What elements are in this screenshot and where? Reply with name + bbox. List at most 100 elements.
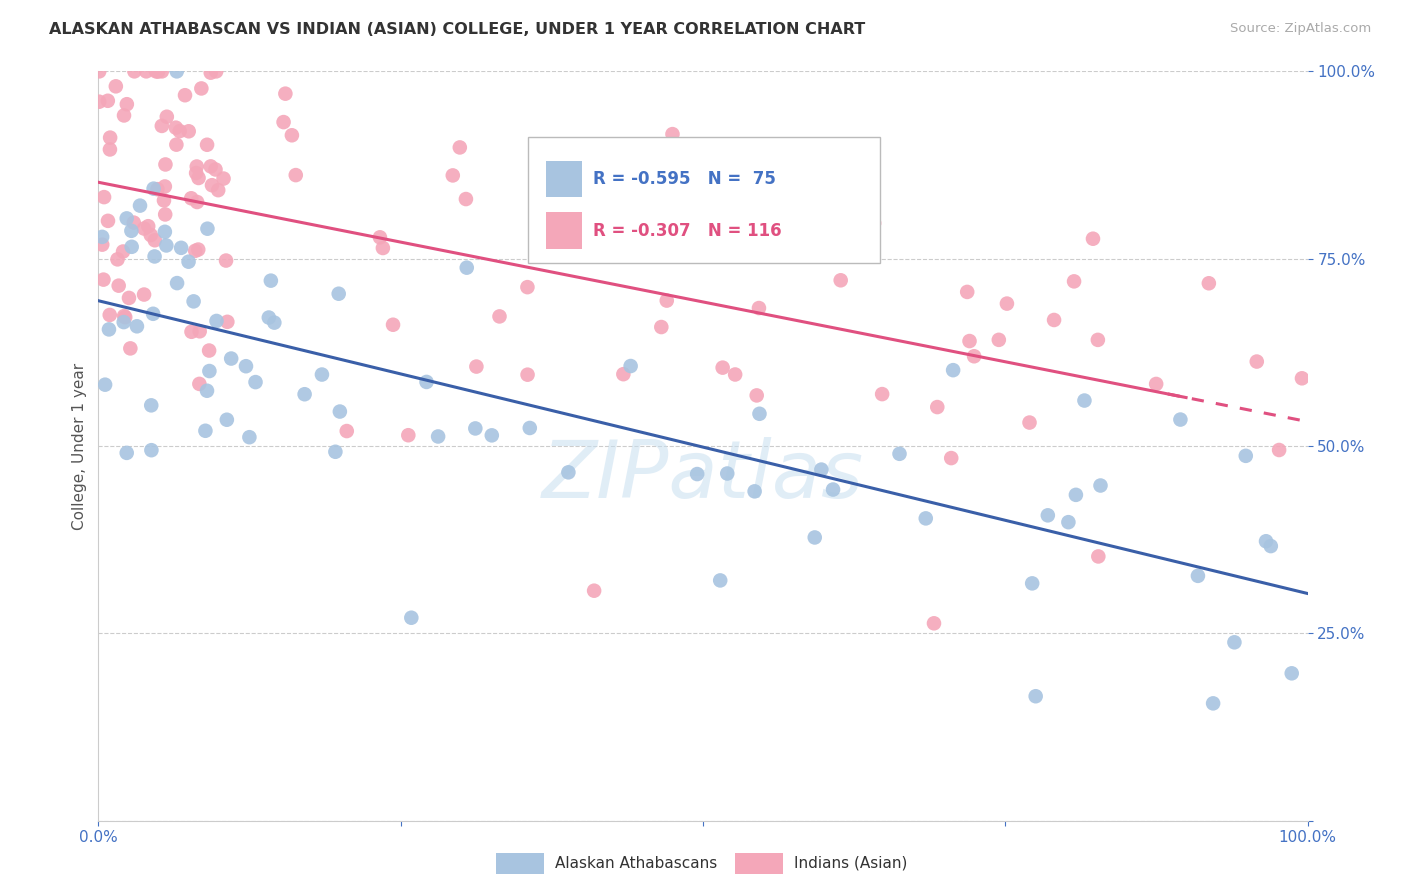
Point	[194, 424, 217, 438]
Point	[454, 192, 477, 206]
Point	[121, 240, 143, 254]
Point	[1090, 478, 1112, 492]
Point	[169, 124, 191, 138]
Point	[200, 160, 222, 174]
Point	[200, 65, 222, 79]
Point	[686, 467, 709, 481]
Point	[145, 64, 167, 78]
Point	[263, 316, 285, 330]
Point	[257, 310, 280, 325]
Point	[803, 531, 825, 545]
Point	[201, 178, 224, 193]
Point	[207, 183, 229, 197]
Point	[260, 274, 283, 288]
Point	[212, 171, 235, 186]
Point	[198, 364, 221, 378]
Point	[612, 367, 634, 381]
Point	[1223, 635, 1246, 649]
Point	[197, 221, 219, 235]
Point	[1087, 333, 1109, 347]
Point	[188, 324, 211, 338]
Text: Alaskan Athabascans: Alaskan Athabascans	[555, 856, 717, 871]
Point	[187, 171, 209, 186]
Point	[141, 443, 163, 458]
Point	[93, 272, 115, 286]
Point	[396, 428, 419, 442]
Point	[122, 216, 145, 230]
Point	[481, 428, 503, 442]
Point	[889, 447, 911, 461]
Point	[716, 467, 738, 481]
Point	[188, 376, 211, 391]
Text: ALASKAN ATHABASCAN VS INDIAN (ASIAN) COLLEGE, UNDER 1 YEAR CORRELATION CHART: ALASKAN ATHABASCAN VS INDIAN (ASIAN) COL…	[49, 22, 866, 37]
Point	[217, 315, 239, 329]
Point	[1057, 515, 1080, 529]
Point	[146, 64, 169, 78]
Point	[215, 253, 238, 268]
Point	[441, 169, 464, 183]
Point	[465, 359, 488, 374]
Point	[142, 181, 165, 195]
Point	[98, 143, 121, 157]
Point	[1198, 277, 1220, 291]
Point	[449, 140, 471, 154]
Point	[870, 387, 893, 401]
Point	[205, 314, 228, 328]
Point	[136, 219, 159, 234]
Text: R = -0.307   N = 116: R = -0.307 N = 116	[593, 221, 782, 240]
Point	[143, 233, 166, 247]
Point	[97, 322, 120, 336]
Point	[146, 64, 169, 78]
Text: R = -0.595   N =  75: R = -0.595 N = 75	[593, 170, 776, 188]
Point	[198, 343, 221, 358]
Point	[810, 462, 832, 476]
Point	[94, 377, 117, 392]
Point	[238, 430, 260, 444]
Point	[112, 315, 135, 329]
Point	[294, 387, 316, 401]
Point	[583, 583, 606, 598]
Point	[1021, 576, 1043, 591]
Point	[143, 249, 166, 263]
Point	[273, 115, 295, 129]
Point	[1281, 666, 1303, 681]
Point	[748, 407, 770, 421]
Point	[427, 429, 450, 443]
Point	[104, 79, 127, 94]
Point	[114, 310, 136, 325]
Point	[118, 291, 141, 305]
Point	[186, 194, 208, 209]
Point	[311, 368, 333, 382]
Point	[120, 342, 142, 356]
Point	[195, 384, 218, 398]
Point	[89, 95, 111, 109]
Point	[235, 359, 257, 374]
Point	[219, 351, 242, 366]
Point	[190, 81, 212, 95]
Point	[205, 64, 228, 78]
Point	[177, 124, 200, 138]
Point	[98, 130, 121, 145]
Point	[97, 94, 120, 108]
Point	[1260, 539, 1282, 553]
Point	[142, 307, 165, 321]
Point	[1234, 449, 1257, 463]
Point	[1246, 354, 1268, 368]
Point	[620, 359, 643, 373]
Point	[115, 446, 138, 460]
Point	[107, 278, 129, 293]
Point	[112, 309, 135, 323]
Point	[153, 207, 176, 221]
Y-axis label: College, Under 1 year: College, Under 1 year	[72, 362, 87, 530]
Text: Source: ZipAtlas.com: Source: ZipAtlas.com	[1230, 22, 1371, 36]
Point	[1043, 313, 1066, 327]
Point	[1087, 549, 1109, 564]
Point	[329, 404, 352, 418]
Point	[112, 244, 135, 259]
Point	[183, 294, 205, 309]
Point	[856, 217, 879, 231]
Point	[700, 195, 723, 210]
Point	[821, 483, 844, 497]
Point	[336, 424, 359, 438]
Point	[1064, 488, 1087, 502]
